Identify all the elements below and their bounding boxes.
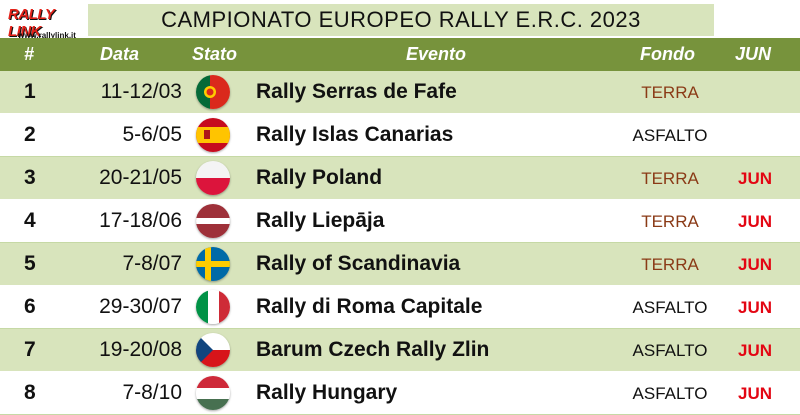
table-row: 2 5-6/05 Rally Islas Canarias ASFALTO	[0, 114, 800, 157]
header-fondo: Fondo	[640, 44, 695, 64]
row-event: Rally di Roma Capitale	[256, 295, 483, 318]
row-event: Rally Islas Canarias	[256, 123, 454, 146]
logo-brand: RALLY LINK	[8, 6, 55, 40]
header-evento: Evento	[406, 44, 467, 64]
table-row: 8 7-8/10 Rally Hungary ASFALTO JUN	[0, 372, 800, 415]
header-stato: Stato	[192, 44, 237, 64]
row-number: 3	[24, 166, 36, 189]
header-date: Data	[100, 44, 140, 64]
row-date: 11-12/03	[100, 80, 182, 103]
row-event: Rally Hungary	[256, 381, 398, 404]
row-jun-badge: JUN	[738, 212, 773, 231]
table-row: 5 7-8/07 Rally of Scandinavia TERRA JUN	[0, 243, 800, 286]
row-number: 7	[24, 338, 36, 361]
row-surface: TERRA	[641, 169, 699, 188]
row-number: 5	[24, 252, 36, 275]
hungary-flag-icon	[196, 376, 230, 410]
italy-flag-icon	[196, 290, 230, 324]
header-jun: JUN	[735, 44, 772, 64]
row-surface: ASFALTO	[632, 126, 708, 145]
rallylink-logo: RALLY LINK www.rallylink.it	[6, 6, 88, 44]
row-date: 17-18/06	[99, 209, 182, 232]
table-row: 6 29-30/07 Rally di Roma Capitale ASFALTO JU…	[0, 286, 800, 329]
latvia-flag-icon	[196, 204, 230, 238]
row-jun-badge: JUN	[738, 298, 773, 317]
row-date: 20-21/05	[99, 166, 182, 189]
table-header: # Data Stato Evento Fondo JUN	[0, 38, 800, 71]
row-date: 5-6/05	[122, 123, 182, 146]
row-number: 4	[24, 209, 36, 232]
row-number: 2	[24, 123, 36, 146]
row-number: 6	[24, 295, 36, 318]
table-row: 4 17-18/06 Rally Liepāja TERRA JUN	[0, 200, 800, 243]
row-surface: ASFALTO	[632, 298, 708, 317]
row-jun-badge: JUN	[738, 384, 773, 403]
row-event: Barum Czech Rally Zlin	[256, 338, 490, 361]
portugal-flag-icon	[196, 75, 230, 109]
table-row: 7 19-20/08 Barum Czech Rally Zlin ASFALTO JU…	[0, 329, 800, 372]
title-bar: CAMPIONATO EUROPEO RALLY E.R.C. 2023	[88, 4, 714, 36]
row-surface: TERRA	[641, 255, 699, 274]
row-jun-badge: JUN	[738, 255, 773, 274]
row-surface: TERRA	[641, 83, 699, 102]
row-number: 1	[24, 80, 36, 103]
row-date: 7-8/10	[122, 381, 182, 404]
row-surface: ASFALTO	[632, 341, 708, 360]
header-num: #	[24, 44, 35, 64]
row-surface: TERRA	[641, 212, 699, 231]
row-event: Rally Liepāja	[256, 209, 385, 232]
row-date: 19-20/08	[99, 338, 182, 361]
row-event: Rally Serras de Fafe	[256, 80, 457, 103]
logo-url: www.rallylink.it	[18, 31, 76, 40]
table-row: 1 11-12/03 Rally Serras de Fafe TERRA	[0, 71, 800, 114]
table-body: 1 11-12/03 Rally Serras de Fafe TERRA 2 5-6/0…	[0, 71, 800, 415]
row-event: Rally of Scandinavia	[256, 252, 461, 275]
row-jun-badge: JUN	[738, 341, 773, 360]
row-event: Rally Poland	[256, 166, 383, 189]
row-surface: ASFALTO	[632, 384, 708, 403]
page-title: CAMPIONATO EUROPEO RALLY E.R.C. 2023	[161, 7, 641, 32]
row-date: 29-30/07	[99, 295, 182, 318]
row-jun-badge: JUN	[738, 169, 773, 188]
spain-flag-icon	[196, 118, 230, 152]
row-number: 8	[24, 381, 36, 404]
table-row: 3 20-21/05 Rally Poland TERRA JUN	[0, 157, 800, 200]
row-date: 7-8/07	[122, 252, 182, 275]
poland-flag-icon	[196, 161, 230, 195]
sweden-flag-icon	[196, 247, 230, 281]
czech-flag-icon	[196, 333, 230, 367]
